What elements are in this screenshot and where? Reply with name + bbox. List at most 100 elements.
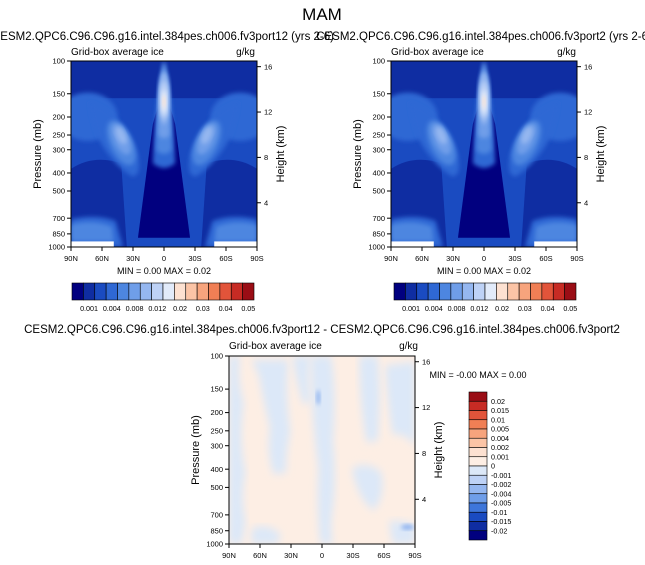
x-tick-label: 90S [250, 254, 263, 263]
y-tick-label: 700 [52, 214, 65, 223]
x-tick-label: 30S [346, 551, 359, 560]
y-tick-label: 200 [210, 408, 223, 417]
contour-field [71, 61, 257, 247]
y-tick-label: 200 [52, 113, 65, 122]
colorbar-swatch [468, 437, 488, 448]
y-tick-label: 400 [52, 169, 65, 178]
colorbar-label: 0.001 [491, 452, 509, 461]
panel-fv3port2: CESM2.QPC6.C96.C96.g16.intel.384pes.ch00… [316, 31, 645, 248]
colorbar-swatch [496, 282, 509, 301]
y-tick-label: 700 [210, 510, 223, 519]
colorbar-swatch [427, 282, 440, 301]
plot-area [390, 60, 578, 248]
y-tick-label: 500 [52, 187, 65, 196]
y-tick-label: 200 [372, 113, 385, 122]
colorbar-swatch [507, 282, 520, 301]
colorbar-swatch [468, 419, 488, 430]
colorbar-swatch [468, 465, 488, 476]
x-tick-label: 60N [95, 254, 109, 263]
y-axis-title: Pressure (mb) [32, 119, 44, 189]
panel-difference: CESM2.QPC6.C96.C96.g16.intel.384pes.ch00… [24, 324, 620, 545]
axes-and-colorbars: 90N 60N 30N 0 30S 60S 90S100150200250300400500… [32, 57, 607, 560]
colorbar-swatch [405, 282, 418, 301]
colorbar-label: 0.001 [402, 304, 420, 313]
x-tick-label: 0 [320, 551, 324, 560]
colorbar-label: 0.012 [148, 304, 166, 313]
panel-right-label: g/kg [399, 341, 418, 352]
colorbar-swatch [439, 282, 452, 301]
colorbar-label: 0.008 [126, 304, 144, 313]
x-tick-label: 30S [508, 254, 521, 263]
x-tick-label: 90N [222, 551, 236, 560]
panel-left-label: Grid-box average ice [229, 341, 322, 352]
colorbar-swatch [139, 282, 152, 301]
panel-title: CESM2.QPC6.C96.C96.g16.intel.384pes.ch00… [0, 31, 334, 43]
colorbar-swatch [468, 410, 488, 421]
y-tick-label: 500 [372, 187, 385, 196]
panel-fv3port12: CESM2.QPC6.C96.C96.g16.intel.384pes.ch00… [0, 31, 334, 248]
colorbar-label: 0.05 [241, 304, 255, 313]
colorbar-swatch [94, 282, 107, 301]
y-tick-label: 300 [52, 145, 65, 154]
x-tick-label: 90S [570, 254, 583, 263]
colorbar-label: 0.05 [563, 304, 577, 313]
stats-label: MIN = 0.00 MAX = 0.02 [437, 266, 531, 276]
x-tick-label: 30N [284, 551, 298, 560]
colorbar-swatch [468, 511, 488, 522]
y2-tick-label: 12 [422, 403, 430, 412]
y2-axis-title: Height (km) [595, 126, 607, 183]
colorbar-label: 0.004 [491, 434, 509, 443]
colorbar-label: -0.005 [491, 499, 511, 508]
colorbar-label: -0.015 [491, 517, 511, 526]
colorbar-swatch [117, 282, 130, 301]
y2-tick-label: 8 [584, 153, 588, 162]
x-tick-label: 60S [539, 254, 552, 263]
colorbar-swatch [468, 447, 488, 458]
y-tick-label: 100 [372, 57, 385, 66]
y2-tick-label: 4 [264, 198, 268, 207]
colorbar-swatch [541, 282, 554, 301]
plot-area [70, 60, 258, 248]
plot-area [228, 355, 416, 545]
colorbar-label: 0.004 [425, 304, 443, 313]
colorbar-swatch [450, 282, 463, 301]
x-tick-label: 0 [482, 254, 486, 263]
panel-left-label: Grid-box average ice [391, 47, 484, 58]
y-tick-label: 1000 [48, 243, 65, 252]
colorbar-label: 0.002 [491, 443, 509, 452]
y-tick-label: 1000 [206, 540, 223, 549]
colorbar-label: 0.03 [518, 304, 532, 313]
colorbar-swatch [564, 282, 577, 301]
colorbar-swatch [105, 282, 118, 301]
y2-tick-label: 12 [264, 108, 272, 117]
y2-tick-label: 8 [264, 153, 268, 162]
colorbar-swatch [468, 521, 488, 532]
colorbar-swatch [416, 282, 429, 301]
colorbar-label: 0.004 [103, 304, 121, 313]
y2-tick-label: 16 [264, 62, 272, 71]
stats-label: MIN = 0.00 MAX = 0.02 [117, 266, 211, 276]
x-tick-label: 60N [253, 551, 267, 560]
colorbar-swatch [468, 493, 488, 504]
colorbar-label: 0.02 [495, 304, 509, 313]
colorbar-label: 0.005 [491, 425, 509, 434]
y-tick-label: 100 [210, 352, 223, 361]
y2-axis-title: Height (km) [433, 422, 445, 479]
colorbar-swatch [552, 282, 565, 301]
colorbar-label: 0.015 [491, 406, 509, 415]
colorbar-swatch [393, 282, 406, 301]
colorbar-swatch [468, 474, 488, 485]
colorbar-swatch [473, 282, 486, 301]
colorbar-label: 0.03 [196, 304, 210, 313]
colorbar-swatch [185, 282, 198, 301]
y2-tick-label: 16 [584, 62, 592, 71]
colorbar-swatch [518, 282, 531, 301]
y-tick-label: 300 [372, 145, 385, 154]
contour-field [391, 61, 577, 247]
y-tick-label: 400 [372, 169, 385, 178]
panel-right-label: g/kg [236, 47, 255, 58]
colorbar-label: 0.012 [470, 304, 488, 313]
colorbar-swatch [208, 282, 221, 301]
colorbar-swatch [530, 282, 543, 301]
